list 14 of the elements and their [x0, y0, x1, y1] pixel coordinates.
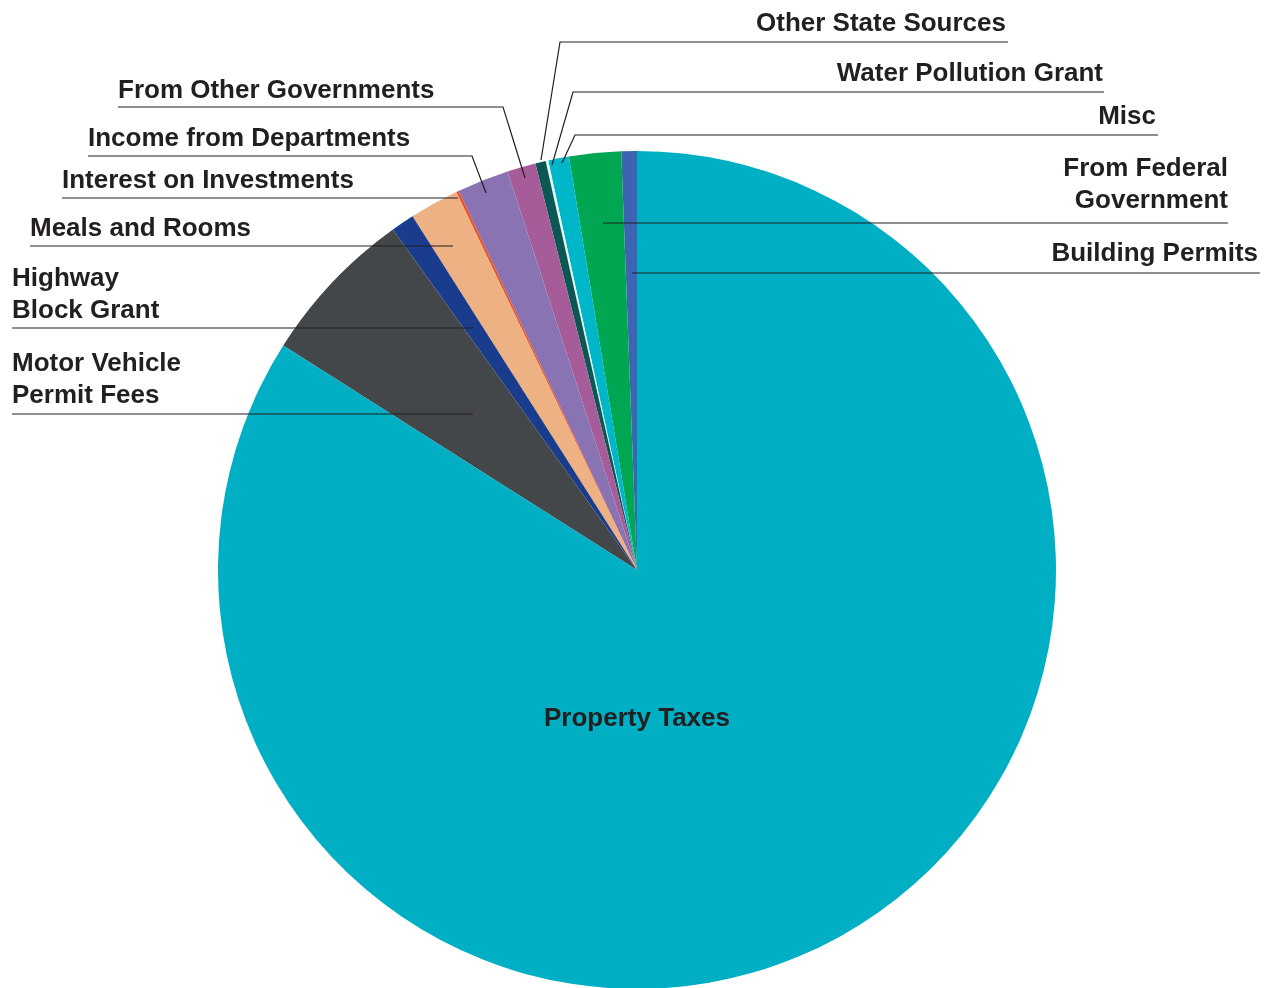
pie-slice [568, 151, 637, 570]
slice-label: Income from Departments [88, 122, 411, 152]
slice-label: From Other Governments [118, 74, 435, 104]
slice-label: Other State Sources [756, 7, 1006, 37]
slice-label: Property Taxes [544, 702, 730, 732]
slice-label: Motor Vehicle Permit Fees [12, 347, 182, 409]
slice-label: Misc [1098, 100, 1156, 130]
slice-label: Building Permits [1051, 237, 1258, 267]
slice-label: From Federal Government [1063, 152, 1229, 214]
slice-label: Water Pollution Grant [836, 57, 1104, 87]
slice-label: Meals and Rooms [30, 212, 252, 242]
slice-label: Interest on Investments [62, 164, 354, 194]
slice-label: Highway Block Grant [12, 262, 160, 324]
pie-slice [283, 229, 637, 570]
